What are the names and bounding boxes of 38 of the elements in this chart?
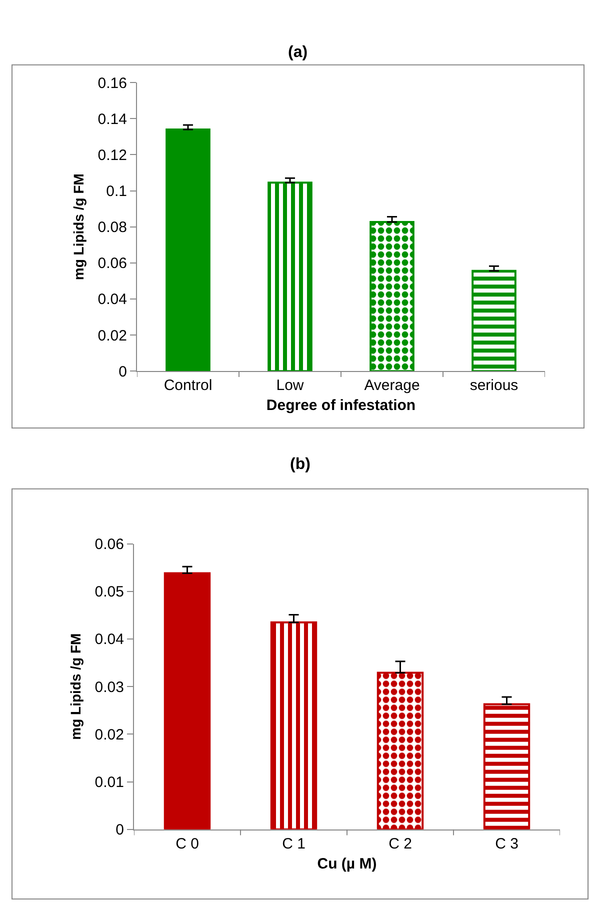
- y-tick-label: 0: [118, 363, 127, 380]
- y-tick-label: 0.16: [98, 74, 127, 92]
- x-tick-label: C 2: [388, 835, 412, 852]
- y-axis-title: mg Lipids /g FM: [67, 633, 84, 740]
- y-tick-label: 0.01: [94, 774, 124, 792]
- y-tick-label: 0.02: [94, 726, 124, 744]
- y-tick-label: 0.05: [94, 584, 124, 601]
- x-axis-title: Cu (µ M): [317, 855, 377, 872]
- bar: [166, 128, 210, 372]
- x-tick-label: C 3: [495, 835, 518, 852]
- x-tick-label: Average: [364, 377, 420, 394]
- y-tick-label: 0.03: [94, 678, 124, 696]
- bar: [164, 572, 211, 830]
- chart-title: (b): [290, 456, 310, 473]
- bar: [472, 270, 516, 372]
- bar: [376, 672, 424, 830]
- x-tick-label: C 0: [176, 835, 199, 852]
- bar: [483, 703, 530, 830]
- x-tick-label: C 1: [282, 835, 306, 852]
- y-tick-label: 0.04: [94, 631, 124, 648]
- x-tick-label: Low: [276, 377, 304, 394]
- x-axis-title: Degree of infestation: [266, 397, 416, 414]
- y-tick-label: 0.02: [98, 327, 127, 344]
- bar: [270, 621, 318, 830]
- x-tick-label: serious: [470, 377, 518, 394]
- y-tick-label: 0: [116, 822, 124, 839]
- y-tick-label: 0.06: [98, 255, 127, 272]
- chart-title: (a): [288, 44, 308, 61]
- bar: [370, 220, 414, 372]
- y-tick-label: 0.1: [106, 183, 127, 200]
- y-axis-title: mg Lipids /g FM: [70, 174, 86, 280]
- x-tick-label: Control: [164, 377, 212, 394]
- y-tick-label: 0.08: [98, 219, 127, 236]
- y-tick-label: 0.06: [94, 536, 124, 554]
- y-tick-label: 0.12: [98, 146, 127, 164]
- y-tick-label: 0.14: [98, 110, 127, 128]
- bar: [268, 182, 312, 372]
- y-tick-label: 0.04: [98, 291, 127, 308]
